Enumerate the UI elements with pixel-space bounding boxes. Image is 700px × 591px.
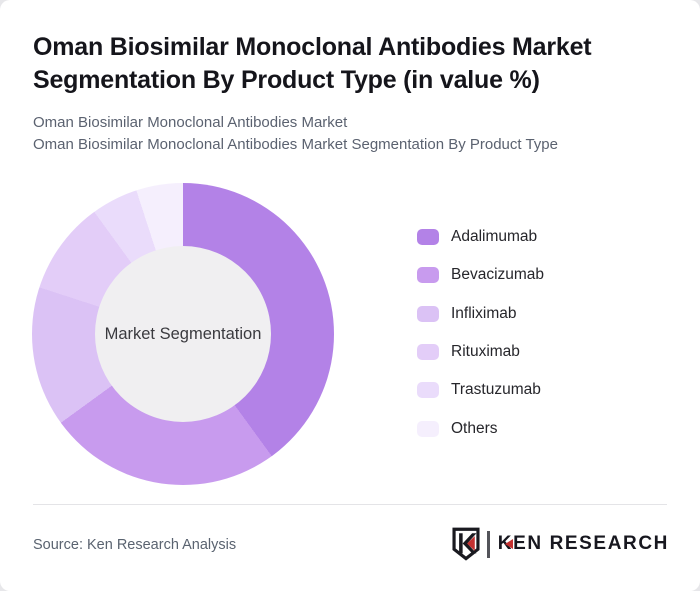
source-note: Source: Ken Research Analysis bbox=[33, 537, 237, 553]
legend-label: Bevacizumab bbox=[451, 266, 545, 284]
legend-swatch-rituximab bbox=[417, 344, 439, 361]
donut-center-label: Market Segmentation bbox=[104, 324, 262, 343]
shield-k-icon bbox=[452, 527, 480, 561]
legend-swatch-others bbox=[417, 420, 439, 437]
subtitle-line-1: Oman Biosimilar Monoclonal Antibodies Ma… bbox=[33, 114, 348, 131]
legend-label: Others bbox=[451, 419, 498, 437]
brand-name-rest: EN RESEARCH bbox=[513, 533, 669, 554]
logo-separator bbox=[487, 530, 490, 558]
subtitle-block: Oman Biosimilar Monoclonal Antibodies Ma… bbox=[33, 112, 653, 155]
page-title: Oman Biosimilar Monoclonal Antibodies Ma… bbox=[33, 33, 592, 94]
legend-item-bevacizumab: Bevacizumab bbox=[417, 256, 544, 294]
legend-swatch-adalimumab bbox=[417, 229, 439, 246]
legend-item-rituximab: Rituximab bbox=[417, 333, 544, 371]
donut-chart-wrapper: Market Segmentation bbox=[32, 183, 334, 485]
legend-swatch-trastuzumab bbox=[417, 382, 439, 399]
legend-label: Adalimumab bbox=[451, 228, 538, 246]
legend-item-adalimumab: Adalimumab bbox=[417, 218, 544, 256]
legend-swatch-infliximab bbox=[417, 305, 439, 322]
legend-item-infliximab: Infliximab bbox=[417, 295, 544, 333]
legend-item-trastuzumab: Trastuzumab bbox=[417, 371, 544, 409]
legend-swatch-bevacizumab bbox=[417, 267, 439, 284]
legend-label: Rituximab bbox=[451, 343, 520, 361]
ken-research-logo: K EN RESEARCH bbox=[452, 527, 669, 561]
donut-center: Market Segmentation bbox=[95, 246, 271, 422]
subtitle-line-2: Oman Biosimilar Monoclonal Antibodies Ma… bbox=[33, 135, 558, 153]
chart-legend: Adalimumab Bevacizumab Infliximab Rituxi… bbox=[417, 218, 544, 448]
legend-label: Infliximab bbox=[451, 304, 517, 322]
footer-divider bbox=[33, 504, 667, 505]
brand-wordmark: K EN RESEARCH bbox=[498, 533, 669, 555]
red-triangle-icon bbox=[505, 539, 514, 549]
legend-item-others: Others bbox=[417, 409, 544, 447]
legend-label: Trastuzumab bbox=[451, 381, 541, 399]
